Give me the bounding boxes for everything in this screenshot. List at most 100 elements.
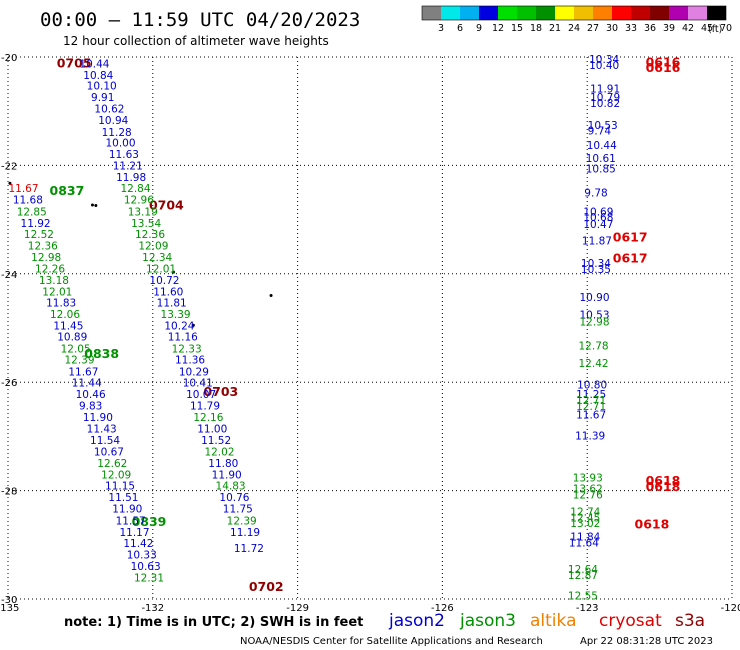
legend-altika: altika (530, 611, 577, 631)
colorbar-swatch (688, 6, 707, 20)
wave-height-label: 12.02 (204, 447, 234, 459)
wave-height-label: 10.61 (586, 153, 616, 165)
pass-time-label: 0704 (149, 198, 184, 213)
wave-height-label: 11.28 (102, 127, 132, 139)
footer-note: note: 1) Time is in UTC; 2) SWH is in fe… (64, 615, 363, 630)
wave-height-label: 12.36 (28, 241, 58, 253)
wave-height-label: 11.17 (119, 527, 149, 539)
wave-height-label: 11.19 (230, 527, 260, 539)
island-marker (269, 293, 273, 297)
wave-height-label: 11.67 (576, 410, 606, 422)
wave-height-label: 10.47 (583, 219, 613, 231)
y-tick-label: -26 (1, 378, 17, 389)
wave-height-label: 12.05 (61, 344, 91, 356)
colorbar-swatch (612, 6, 631, 20)
wave-height-label: 11.90 (112, 503, 142, 515)
wave-height-label: 9.83 (79, 401, 102, 413)
pass-time-label: 0617 (613, 229, 648, 244)
colorbar-swatch (517, 6, 536, 20)
wave-height-label: 12.42 (579, 358, 609, 370)
colorbar-tick-label: 39 (663, 23, 675, 34)
wave-height-label: 12.33 (172, 344, 202, 356)
wave-height-label: 12.96 (124, 195, 154, 207)
colorbar-swatch (631, 6, 650, 20)
wave-height-label: 10.67 (94, 447, 124, 459)
wave-height-label: 10.53 (579, 309, 609, 321)
wave-height-label: 12.39 (227, 515, 257, 527)
wave-height-label: 10.82 (590, 98, 620, 110)
wave-height-label: 11.25 (576, 389, 606, 401)
wave-height-label: 11.79 (190, 401, 220, 413)
pass-time-label: 0618 (646, 473, 681, 488)
island-marker (90, 203, 94, 207)
wave-height-label: 10.41 (183, 378, 213, 390)
y-tick-label: -28 (1, 487, 17, 498)
footer-timestamp: Apr 22 08:31:28 UTC 2023 (580, 636, 713, 647)
wave-height-label: 11.67 (8, 183, 38, 195)
wave-height-label: 11.90 (83, 412, 113, 424)
wave-height-label: 12.36 (135, 229, 165, 241)
colorbar-frame (421, 5, 727, 21)
wave-height-label: 11.60 (153, 287, 183, 299)
wave-height-label: 11.52 (201, 435, 231, 447)
legend-jason3: jason3 (459, 611, 516, 631)
colorbar-tick-label: 27 (587, 23, 599, 34)
wave-height-label: 11.16 (168, 332, 198, 344)
wave-height-label: 10.79 (590, 92, 620, 104)
wave-height-label: 10.10 (87, 81, 117, 93)
colorbar-swatch (498, 6, 517, 20)
colorbar-tick-label: 45 (701, 23, 713, 34)
wave-height-label: 12.34 (142, 252, 172, 264)
wave-height-label: 12.84 (120, 183, 150, 195)
pass-time-label: 0839 (132, 514, 167, 529)
wave-height-label: 12.74 (570, 507, 600, 519)
wave-height-label: 11.00 (197, 423, 227, 435)
colorbar-swatch (422, 6, 441, 20)
legend-s3a: s3a (675, 611, 705, 631)
wave-height-label: 13.02 (570, 518, 600, 530)
x-tick-label: -120 (721, 603, 740, 614)
wave-height-label: 10.33 (127, 550, 157, 562)
wave-height-label: 13.54 (131, 218, 161, 230)
wave-height-label: 10.24 (164, 320, 194, 332)
wave-height-label: 10.69 (583, 206, 613, 218)
pass-time-label: 0838 (84, 346, 119, 361)
wave-height-label: 11.43 (87, 423, 117, 435)
wave-height-label: 12.31 (134, 572, 164, 584)
pass-time-label: 0616 (646, 54, 681, 69)
wave-height-label: 11.67 (68, 366, 98, 378)
wave-height-label: 11.68 (13, 195, 43, 207)
map-axes: -135 -132 -129 -126 -123 -120 -20 -22 -24 -26 -28 -… (0, 53, 740, 614)
wave-height-label: 9.78 (584, 188, 607, 200)
x-tick-label: -123 (576, 603, 599, 614)
wave-height-label: 10.35 (581, 264, 611, 276)
wave-height-label: 13.19 (128, 206, 158, 218)
colorbar-swatch (441, 6, 460, 20)
wave-height-label: 11.39 (575, 430, 605, 442)
wave-height-label: 12.45 (570, 513, 600, 525)
chart-subtitle: 12 hour collection of altimeter wave hei… (63, 34, 329, 48)
wave-height-label: 12.01 (42, 287, 72, 299)
wave-height-label: 13.39 (161, 309, 191, 321)
wave-height-label: 10.89 (57, 332, 87, 344)
colorbar-swatch (536, 6, 555, 20)
wave-height-label: 12.01 (146, 263, 176, 275)
colorbar-tick-label: 24 (568, 23, 580, 34)
wave-height-label: 10.34 (589, 54, 619, 66)
wave-height-label: 11.98 (116, 172, 146, 184)
colorbar-swatch (650, 6, 669, 20)
colorbar-swatch (574, 6, 593, 20)
legend-jason2: jason2 (388, 611, 445, 631)
wave-height-label: 11.44 (72, 378, 102, 390)
colorbar-tick-label: 12 (492, 23, 504, 34)
wave-height-label: 11.81 (157, 298, 187, 310)
wave-height-label: 10.29 (179, 366, 209, 378)
wave-height-label: 12.26 (35, 263, 65, 275)
wave-height-label: 12.64 (568, 564, 598, 576)
y-tick-label: -30 (1, 595, 17, 606)
pass-time-label: 0618 (635, 517, 670, 532)
x-tick-label: -129 (286, 603, 309, 614)
wave-height-label: 11.54 (90, 435, 120, 447)
island-marker (172, 270, 176, 274)
